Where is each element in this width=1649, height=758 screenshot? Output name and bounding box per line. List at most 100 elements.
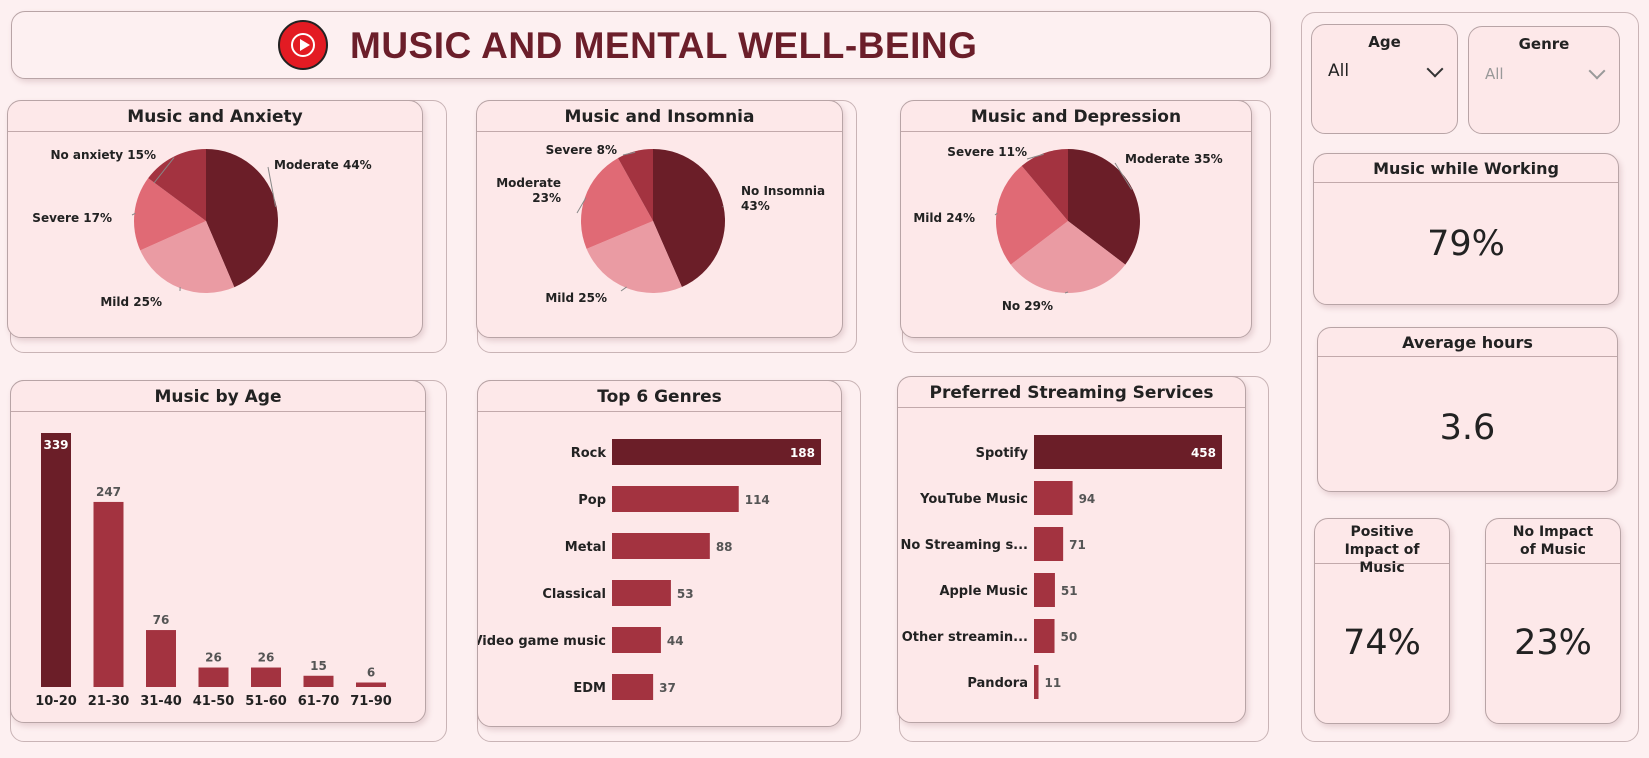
age-card: Music by Age 339 10-20 247 21-30 76 31-40 26 41…: [10, 380, 426, 723]
pie-label-mild: Mild 24%: [913, 211, 975, 225]
bar-spotify: [1034, 435, 1222, 469]
genre-slicer-label: Genre: [1518, 35, 1570, 53]
leader-line: [153, 157, 175, 184]
bar-pop: [612, 486, 739, 512]
leader-line: [622, 151, 636, 156]
kpi-no-impact-label: No Impact of Music: [1486, 523, 1620, 564]
bar-classical: [612, 580, 671, 606]
leader-line: [131, 212, 136, 216]
pie-label-moderate: Moderate 44%: [274, 158, 372, 172]
age-value-label: 247: [96, 485, 121, 499]
bar-value-label: 88: [716, 540, 733, 554]
pie-label-severe: Severe 11%: [947, 145, 1027, 159]
age-slicer[interactable]: Age All: [1311, 24, 1458, 134]
age-bar-chart: 339 10-20 247 21-30 76 31-40 26 41-50 26 51-60 15 6…: [35, 433, 392, 709]
bar-value-label: 71: [1069, 538, 1086, 552]
age-slicer-value[interactable]: All: [1328, 61, 1350, 81]
age-value-label: 15: [310, 659, 327, 673]
leader-line: [1114, 162, 1133, 190]
bar-category-label: EDM: [573, 681, 606, 696]
bar-value-label: 11: [1045, 676, 1062, 690]
pie-label-mild: Mild 25%: [100, 295, 162, 309]
age-category-label: 10-20: [35, 694, 77, 709]
leader-line: [994, 212, 998, 216]
pie-label-no-anxiety: No anxiety 15%: [50, 148, 156, 162]
age-value-label: 339: [43, 438, 68, 452]
anxiety-title: Music and Anxiety: [8, 101, 422, 132]
age-bar-71-90: [356, 682, 386, 687]
leader-line: [267, 166, 277, 207]
kpi-music-working: Music while Working 79%: [1313, 153, 1619, 305]
bar-apple-music: [1034, 573, 1055, 607]
age-category-label: 61-70: [298, 694, 340, 709]
age-value-label: 26: [258, 651, 275, 665]
depression-card: Music and Depression Moderate 35% No 29% M…: [900, 100, 1252, 338]
pie-label-moderate: Moderate: [496, 176, 561, 190]
bar-edm: [612, 674, 654, 700]
leader-line: [576, 197, 587, 214]
age-category-label: 21-30: [88, 694, 130, 709]
bar-value-label: 458: [1191, 446, 1216, 460]
genres-bar-chart: Rock 188 Pop 114 Metal 88 Classical 53 Video gam…: [478, 439, 821, 700]
streaming-title: Preferred Streaming Services: [898, 377, 1245, 408]
kpi-music-working-label: Music while Working: [1314, 154, 1618, 183]
age-value-label: 76: [153, 613, 170, 627]
kpi-average-hours-value: 3.6: [1439, 408, 1496, 448]
anxiety-pie: Moderate 44% Mild 25% Severe 17% No anxiety…: [32, 148, 372, 309]
bar-value-label: 53: [677, 587, 694, 601]
depression-title: Music and Depression: [901, 101, 1251, 132]
age-category-label: 71-90: [350, 694, 392, 709]
pie-label-no-insomnia: 43%: [741, 199, 770, 213]
pie-slice-severe: [617, 149, 653, 221]
kpi-positive-impact-value: 74%: [1343, 623, 1421, 663]
age-bar-31-40: [146, 630, 176, 687]
pie-label-no: No 29%: [1002, 299, 1053, 313]
bar-pandora: [1034, 665, 1039, 699]
pie-slice-no-insomnia: [653, 149, 725, 287]
kpi-no-impact: No Impact of Music 23%: [1485, 518, 1621, 724]
pie-slice-moderate: [1068, 149, 1140, 265]
insomnia-title: Music and Insomnia: [477, 101, 842, 132]
chevron-down-icon[interactable]: [1588, 62, 1606, 80]
pie-slice-severe: [1021, 149, 1068, 221]
leader-line: [1064, 291, 1069, 294]
page-title: MUSIC AND MENTAL WELL-BEING: [350, 25, 978, 66]
pie-slice-moderate: [581, 158, 653, 249]
genre-slicer[interactable]: Genre All: [1468, 26, 1620, 134]
pie-slice-mild: [140, 221, 235, 293]
bar-category-label: Other streamin...: [902, 630, 1028, 645]
pie-label-severe: Severe 8%: [546, 143, 617, 157]
pie-slice-severe: [133, 178, 206, 251]
pie-label-severe: Severe 17%: [32, 211, 112, 225]
kpi-no-impact-value: 23%: [1514, 623, 1592, 663]
bar-category-label: Rock: [571, 446, 607, 461]
bar-value-label: 51: [1061, 584, 1078, 598]
pie-label-mild: Mild 25%: [545, 291, 607, 305]
bar-category-label: Spotify: [976, 446, 1029, 461]
streaming-card: Preferred Streaming Services Spotify 458 Y…: [897, 376, 1246, 723]
bar-value-label: 94: [1079, 492, 1096, 506]
kpi-positive-impact: Positive Impact of Music 74%: [1314, 518, 1450, 724]
anxiety-card: Music and Anxiety Moderate 44% Mild 25% Se…: [7, 100, 423, 338]
age-category-label: 31-40: [140, 694, 182, 709]
bar-category-label: Classical: [542, 587, 606, 602]
genre-slicer-value[interactable]: All: [1485, 65, 1504, 83]
age-value-label: 26: [205, 651, 222, 665]
kpi-music-working-value: 79%: [1427, 224, 1505, 264]
bar-no-streaming-s: [1034, 527, 1064, 561]
bar-category-label: Metal: [565, 540, 606, 555]
age-value-label: 6: [367, 666, 375, 680]
age-bar-10-20: [41, 433, 71, 687]
kpi-average-hours: Average hours 3.6: [1317, 327, 1618, 492]
kpi-average-hours-label: Average hours: [1318, 328, 1617, 357]
pie-slice-mild: [996, 165, 1068, 265]
pie-label-moderate: 23%: [532, 191, 561, 205]
bar-category-label: No Streaming s...: [900, 538, 1028, 553]
bar-category-label: YouTube Music: [919, 492, 1028, 507]
age-category-label: 51-60: [245, 694, 287, 709]
age-title: Music by Age: [11, 381, 425, 412]
chevron-down-icon[interactable]: [1426, 60, 1444, 78]
streaming-bar-chart: Spotify 458 YouTube Music 94 No Streaming s.…: [900, 435, 1222, 699]
kpi-positive-impact-label: Positive Impact of Music: [1315, 523, 1449, 576]
